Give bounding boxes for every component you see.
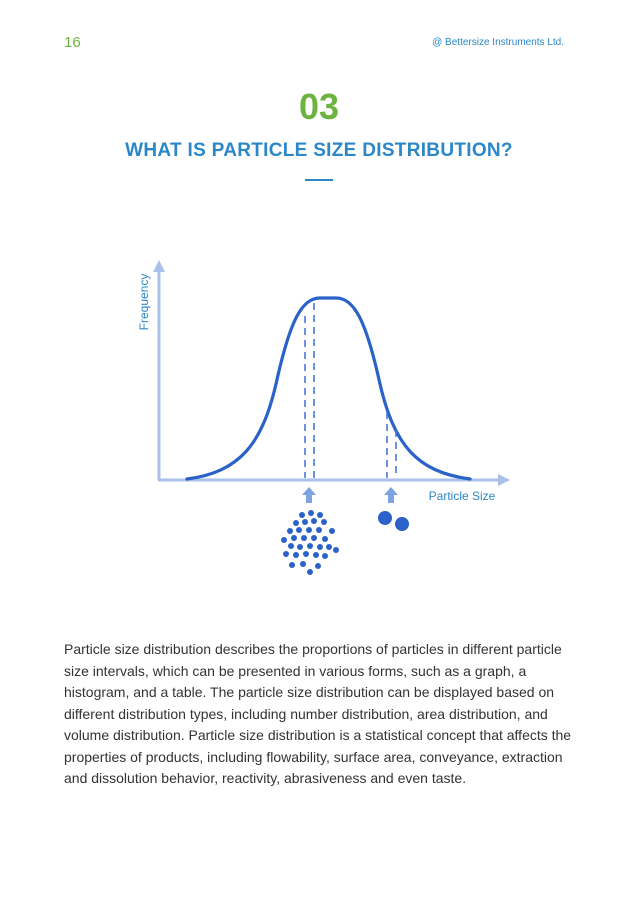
section-title: WHAT IS PARTICLE SIZE DISTRIBUTION? — [125, 140, 513, 161]
small-particle — [317, 512, 323, 518]
title-underline — [305, 179, 333, 181]
body-paragraph: Particle size distribution describes the… — [64, 641, 572, 786]
small-particle — [297, 544, 303, 550]
small-particle — [288, 543, 294, 549]
small-particle — [313, 552, 319, 558]
small-particle — [311, 518, 317, 524]
section-number: 03 — [298, 86, 340, 127]
small-particle — [329, 528, 335, 534]
small-particle — [287, 528, 293, 534]
small-particle — [283, 551, 289, 557]
small-particle — [307, 569, 313, 575]
large-particle — [395, 517, 409, 531]
small-particle — [311, 535, 317, 541]
small-particle — [315, 563, 321, 569]
x-axis-label: Particle Size — [429, 489, 496, 503]
small-particle — [299, 512, 305, 518]
small-particle — [306, 527, 312, 533]
page-number: 16 — [64, 34, 81, 51]
small-particle — [307, 543, 313, 549]
large-particles-cluster — [378, 511, 409, 531]
small-particle — [316, 527, 322, 533]
size-interval-markers — [304, 303, 397, 478]
company-credit: @ Bettersize Instruments Ltd. — [432, 37, 564, 48]
distribution-curve — [185, 296, 472, 481]
large-particles-arrow-icon — [384, 487, 398, 503]
small-particle — [303, 551, 309, 557]
x-axis-arrow-icon — [498, 474, 510, 486]
small-particle — [317, 544, 323, 550]
small-particle — [308, 510, 314, 516]
small-particle — [300, 561, 306, 567]
y-axis-arrow-icon — [153, 260, 165, 272]
small-particles-cluster — [281, 510, 339, 575]
small-particle — [289, 562, 295, 568]
small-particle — [296, 527, 302, 533]
small-particle — [301, 535, 307, 541]
small-particle — [293, 520, 299, 526]
small-particle — [326, 544, 332, 550]
axes — [153, 260, 510, 486]
small-particle — [293, 552, 299, 558]
y-axis-label: Frequency — [137, 274, 151, 331]
small-particle — [321, 519, 327, 525]
small-particle — [322, 536, 328, 542]
small-particle — [291, 535, 297, 541]
small-particle — [333, 547, 339, 553]
small-particle — [281, 537, 287, 543]
small-particle — [322, 553, 328, 559]
small-particles-arrow-icon — [302, 487, 316, 503]
small-particle — [302, 519, 308, 525]
large-particle — [378, 511, 392, 525]
